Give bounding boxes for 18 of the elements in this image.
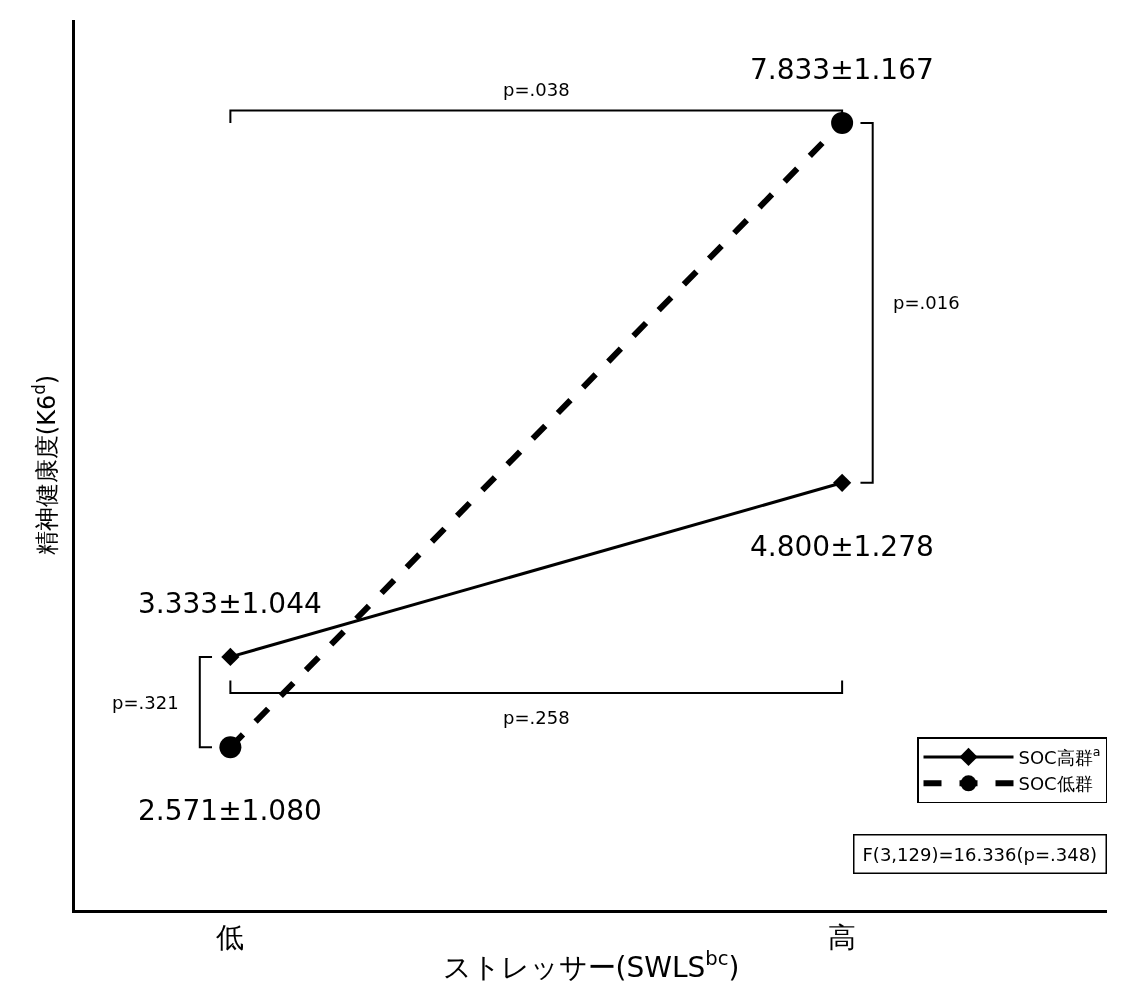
legend-label: SOC低群 bbox=[1018, 773, 1093, 795]
data-label: 2.571±1.080 bbox=[138, 794, 322, 827]
point bbox=[221, 647, 240, 666]
data-label: 3.333±1.044 bbox=[138, 587, 322, 620]
x-tick-label: 高 bbox=[828, 920, 857, 954]
annotation: p=.038 bbox=[503, 79, 570, 100]
x-tick-label: 低 bbox=[216, 920, 245, 954]
annotation: p=.321 bbox=[112, 692, 179, 713]
legend-label: SOC高群$^{a}$ bbox=[1018, 744, 1101, 768]
annotation: p=.258 bbox=[503, 707, 570, 728]
annotation: p=.016 bbox=[893, 292, 960, 313]
point bbox=[831, 111, 854, 134]
point bbox=[219, 736, 242, 759]
point bbox=[833, 473, 852, 492]
data-label: 7.833±1.167 bbox=[750, 53, 934, 86]
data-label: 4.800±1.278 bbox=[750, 530, 934, 563]
annotation: F(3,129)=16.336(p=.348) bbox=[862, 843, 1098, 865]
x-axis-title: ストレッサー(SWLS$^{bc}$) bbox=[442, 946, 740, 984]
